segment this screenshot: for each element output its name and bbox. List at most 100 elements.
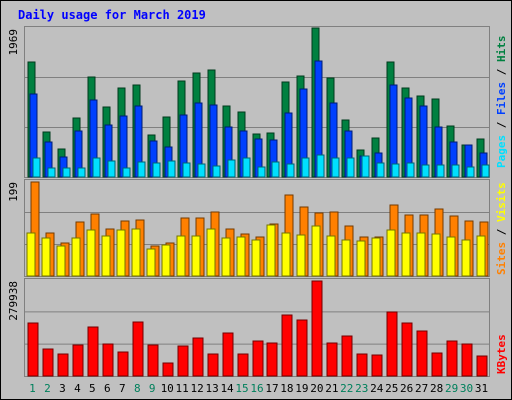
- bar-kbytes-day-23: [356, 353, 368, 377]
- bar-kbytes-day-20: [311, 280, 323, 377]
- bar-kbytes-day-15: [237, 353, 249, 377]
- bar-pages-day-4: [77, 167, 86, 178]
- day-label-14: 14: [220, 382, 234, 395]
- bar-kbytes-day-11: [177, 345, 189, 377]
- bar-pages-day-1: [32, 157, 41, 178]
- bar-kbytes-day-10: [162, 362, 174, 377]
- bar-kbytes-day-14: [222, 332, 234, 377]
- bar-sites-day-17: [266, 224, 276, 277]
- bar-kbytes-day-29: [446, 340, 458, 377]
- bar-kbytes-day-19: [296, 319, 308, 377]
- bar-sites-day-11: [176, 235, 186, 277]
- day-label-1: 1: [29, 382, 36, 395]
- day-label-13: 13: [205, 382, 218, 395]
- bar-pages-day-18: [286, 163, 295, 178]
- bar-sites-day-31: [476, 235, 486, 277]
- day-label-4: 4: [74, 382, 81, 395]
- bar-sites-day-8: [131, 228, 141, 277]
- bar-pages-day-29: [451, 164, 460, 178]
- day-label-5: 5: [89, 382, 96, 395]
- bar-pages-day-30: [466, 166, 475, 178]
- day-label-26: 26: [400, 382, 413, 395]
- bar-pages-day-25: [391, 163, 400, 178]
- bar-pages-day-23: [361, 155, 370, 178]
- day-label-22: 22: [340, 382, 353, 395]
- bar-sites-day-30: [461, 239, 471, 277]
- bar-sites-day-25: [386, 229, 396, 277]
- bar-kbytes-day-6: [102, 343, 114, 377]
- bar-kbytes-day-24: [371, 354, 383, 377]
- bar-sites-day-7: [116, 229, 126, 277]
- bar-sites-day-29: [446, 236, 456, 277]
- day-label-27: 27: [415, 382, 428, 395]
- bar-kbytes-day-27: [416, 330, 428, 377]
- bar-sites-day-26: [401, 232, 411, 277]
- bar-sites-day-28: [431, 233, 441, 277]
- day-label-21: 21: [325, 382, 338, 395]
- day-label-8: 8: [134, 382, 141, 395]
- y-max-label: 279938: [7, 281, 20, 321]
- bar-sites-day-20: [311, 225, 321, 277]
- bar-pages-day-13: [212, 165, 221, 178]
- bar-pages-day-28: [436, 164, 445, 178]
- bar-kbytes-day-9: [147, 344, 159, 377]
- day-label-9: 9: [149, 382, 156, 395]
- bar-kbytes-day-7: [117, 351, 129, 377]
- day-label-15: 15: [235, 382, 248, 395]
- bar-kbytes-day-31: [476, 355, 488, 377]
- bar-kbytes-day-28: [431, 352, 443, 377]
- y-max-label: 199: [7, 182, 20, 202]
- bar-pages-day-9: [152, 162, 161, 178]
- bar-sites-day-1: [26, 232, 36, 277]
- bar-pages-day-10: [167, 160, 176, 178]
- bar-pages-day-8: [137, 161, 146, 178]
- bar-sites-day-21: [326, 235, 336, 277]
- day-label-10: 10: [161, 382, 174, 395]
- bar-kbytes-day-30: [461, 343, 473, 377]
- bar-sites-day-24: [371, 237, 381, 277]
- day-label-23: 23: [355, 382, 368, 395]
- bar-kbytes-day-22: [341, 335, 353, 377]
- bar-kbytes-day-13: [207, 353, 219, 377]
- chart-title: Daily usage for March 2019: [18, 8, 206, 22]
- day-label-25: 25: [385, 382, 398, 395]
- bar-pages-day-14: [227, 159, 236, 178]
- day-axis: 1 2 3 4 5 6 7 8 9 10 11 12 13 14 15 16 17 18 19 20 21 22 23 24 2…: [29, 382, 488, 395]
- legends: Pages / Files / Hits Sites / Visits KBytes: [495, 36, 508, 375]
- legend-sites-visits: Sites / Visits: [495, 182, 508, 275]
- visits-sites-panel: 199: [7, 179, 490, 277]
- bar-pages-day-11: [182, 162, 191, 178]
- day-label-16: 16: [250, 382, 263, 395]
- bar-sites-day-23: [356, 240, 366, 277]
- day-label-11: 11: [176, 382, 189, 395]
- bar-sites-day-5: [86, 229, 96, 277]
- bar-kbytes-day-1: [27, 322, 39, 377]
- bar-files-day-25: [389, 84, 398, 178]
- bar-sites-day-16: [251, 239, 261, 277]
- bar-kbytes-day-17: [266, 342, 278, 377]
- bar-sites-day-12: [191, 235, 201, 277]
- bar-kbytes-day-25: [386, 311, 398, 377]
- bar-pages-day-22: [346, 157, 355, 178]
- y-max-label: 1969: [7, 29, 20, 56]
- day-label-31: 31: [475, 382, 488, 395]
- bar-pages-day-3: [62, 167, 71, 178]
- legend-hits-files-pages: Pages / Files / Hits: [495, 36, 508, 169]
- bar-sites-day-22: [341, 239, 351, 277]
- bar-kbytes-day-26: [401, 322, 413, 377]
- bar-kbytes-day-18: [281, 314, 293, 377]
- day-label-12: 12: [191, 382, 204, 395]
- bar-pages-day-19: [301, 157, 310, 178]
- bar-sites-day-6: [101, 235, 111, 277]
- day-label-28: 28: [430, 382, 443, 395]
- bar-kbytes-day-2: [42, 348, 54, 377]
- bar-sites-day-18: [281, 232, 291, 277]
- bar-sites-day-4: [71, 237, 81, 277]
- bar-pages-day-12: [197, 163, 206, 178]
- kbytes-panel: 279938: [7, 278, 490, 377]
- bar-sites-day-3: [56, 245, 66, 277]
- day-label-29: 29: [445, 382, 458, 395]
- bar-pages-day-24: [376, 162, 385, 178]
